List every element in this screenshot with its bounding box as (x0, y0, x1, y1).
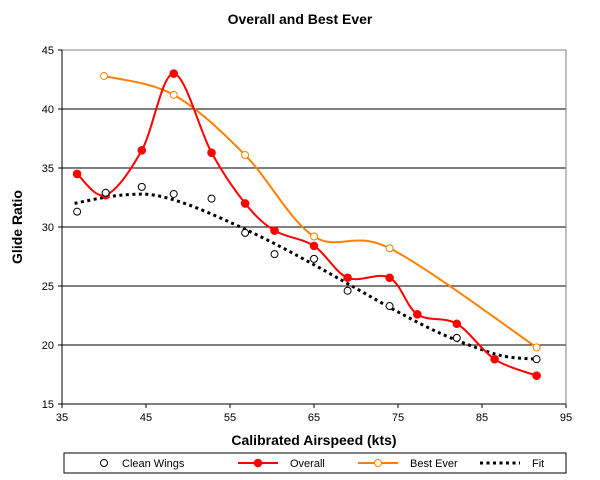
y-tick-label: 35 (42, 163, 54, 175)
series-clean-wings (73, 182, 541, 364)
data-point-clean-wings (343, 286, 352, 295)
series-line-overall (76, 72, 537, 377)
legend-marker-best-ever (374, 459, 382, 467)
data-point-overall (490, 354, 499, 364)
legend-entry-fit: Fit (480, 458, 544, 470)
x-tick-label: 35 (56, 412, 68, 424)
legend-entry-overall: Overall (238, 458, 325, 470)
legend-entry-clean-wings: Clean Wings (100, 458, 185, 470)
data-point-overall (343, 273, 352, 283)
data-point-best-ever (532, 343, 541, 352)
data-point-clean-wings (207, 194, 216, 203)
data-point-overall (169, 69, 179, 78)
grid-layer (62, 108, 566, 346)
y-tick-label: 25 (42, 281, 54, 293)
legend-label-fit: Fit (532, 458, 544, 470)
data-point-clean-wings (452, 333, 461, 342)
data-point-clean-wings (310, 254, 318, 263)
legend-entry-best-ever: Best Ever (358, 458, 458, 470)
chart-title: Overall and Best Ever (228, 11, 373, 27)
legend: Clean Wings Overall Best Ever Fit (63, 452, 567, 474)
data-point-clean-wings (385, 302, 394, 311)
legend-marker-clean-wings (100, 459, 108, 467)
y-tick-label: 20 (42, 340, 54, 352)
y-tick-label: 40 (42, 104, 54, 116)
data-point-overall (413, 310, 422, 319)
y-tick-label: 45 (42, 45, 54, 57)
legend-box (63, 452, 567, 474)
series-layer (72, 69, 541, 380)
x-tick-label: 75 (392, 412, 404, 424)
legend-label-overall: Overall (290, 458, 325, 470)
series-overall (72, 69, 541, 380)
data-point-overall (270, 226, 279, 235)
data-point-overall (309, 241, 319, 251)
data-point-best-ever (310, 232, 318, 241)
y-tick-label: 15 (42, 399, 54, 411)
x-tick-label: 95 (560, 412, 572, 424)
data-point-best-ever (241, 151, 250, 160)
data-point-best-ever (385, 244, 394, 253)
x-axis-label: Calibrated Airspeed (kts) (231, 432, 396, 448)
data-point-clean-wings (270, 250, 279, 259)
legend-label-best-ever: Best Ever (410, 458, 458, 470)
data-point-best-ever (100, 71, 108, 80)
data-point-overall (137, 146, 147, 155)
x-tick-label: 85 (476, 412, 488, 424)
data-point-overall (72, 169, 82, 179)
y-tick-label: 30 (42, 222, 54, 234)
data-point-clean-wings (169, 189, 178, 198)
data-point-overall (532, 371, 541, 380)
data-point-best-ever (169, 90, 178, 99)
x-tick-label: 45 (140, 412, 152, 424)
data-point-clean-wings (101, 188, 110, 197)
data-point-overall (207, 148, 216, 157)
data-point-clean-wings (532, 355, 541, 364)
series-best-ever (100, 71, 541, 352)
data-point-clean-wings (137, 182, 146, 191)
legend-marker-overall (253, 458, 263, 468)
data-point-clean-wings (241, 228, 250, 237)
x-tick-label: 55 (224, 412, 236, 424)
y-axis-label: Glide Ratio (9, 190, 25, 264)
data-point-overall (385, 273, 394, 283)
axis-layer: 15 20 25 30 35 40 45 35 45 55 65 75 85 95 (42, 45, 572, 424)
data-point-clean-wings (73, 207, 82, 216)
x-tick-label: 65 (308, 412, 320, 424)
data-point-overall (452, 319, 462, 329)
legend-label-clean-wings: Clean Wings (122, 458, 185, 470)
data-point-overall (240, 199, 250, 208)
